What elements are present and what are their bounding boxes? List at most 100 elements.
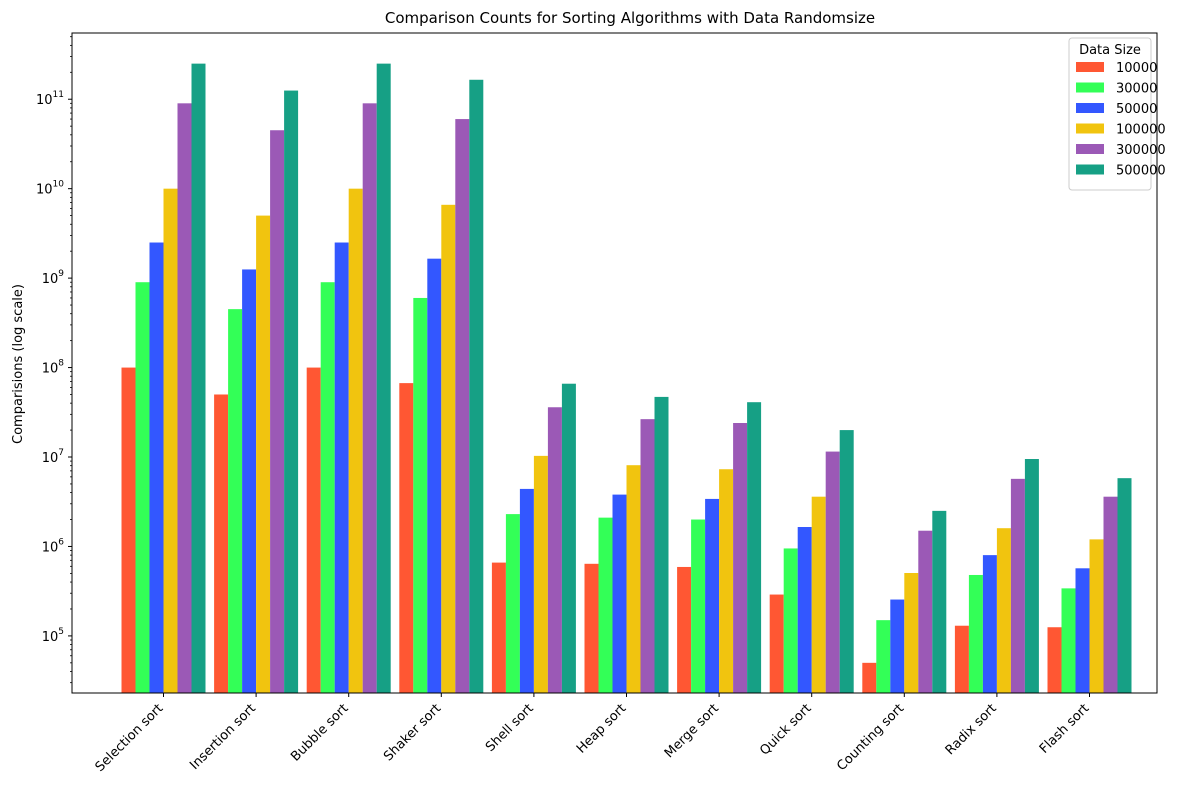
bar-insertion-sort-10000 xyxy=(214,394,229,693)
bar-insertion-sort-500000 xyxy=(284,90,299,693)
bar-shell-sort-30000 xyxy=(505,514,520,693)
bar-heap-sort-300000 xyxy=(640,419,655,693)
bar-shaker-sort-10000 xyxy=(399,383,414,693)
bar-shaker-sort-300000 xyxy=(455,119,470,693)
bar-radix-sort-300000 xyxy=(1010,478,1025,693)
x-tick-label: Quick sort xyxy=(757,701,814,758)
bar-insertion-sort-30000 xyxy=(228,309,243,693)
bar-shell-sort-100000 xyxy=(533,455,548,693)
x-tick-label: Bubble sort xyxy=(288,701,351,764)
legend-label-30000: 30000 xyxy=(1116,82,1157,97)
bar-flash-sort-10000 xyxy=(1047,627,1062,693)
bar-selection-sort-100000 xyxy=(163,188,178,694)
bar-counting-sort-300000 xyxy=(918,530,933,693)
y-tick-label: 1010 xyxy=(36,180,64,198)
bar-quick-sort-100000 xyxy=(811,496,826,693)
bar-merge-sort-500000 xyxy=(747,402,762,693)
legend-swatch-300000 xyxy=(1076,144,1104,154)
bar-quick-sort-300000 xyxy=(825,451,840,693)
legend-label-100000: 100000 xyxy=(1116,123,1166,138)
bar-bubble-sort-10000 xyxy=(306,367,321,693)
bar-shell-sort-300000 xyxy=(547,407,562,693)
legend-swatch-500000 xyxy=(1076,164,1104,175)
bar-shaker-sort-100000 xyxy=(441,204,456,693)
bar-heap-sort-10000 xyxy=(584,563,599,693)
bar-merge-sort-50000 xyxy=(705,498,720,693)
bar-merge-sort-30000 xyxy=(691,519,706,693)
bar-selection-sort-10000 xyxy=(121,367,136,693)
bar-flash-sort-100000 xyxy=(1089,539,1104,693)
bar-flash-sort-500000 xyxy=(1117,478,1132,693)
bar-bubble-sort-300000 xyxy=(362,103,377,693)
bar-quick-sort-10000 xyxy=(769,594,784,693)
bar-flash-sort-300000 xyxy=(1103,496,1118,693)
x-tick-label: Shell sort xyxy=(483,701,537,755)
bar-shaker-sort-500000 xyxy=(469,79,484,693)
bar-shaker-sort-50000 xyxy=(427,258,442,693)
bar-counting-sort-30000 xyxy=(876,620,891,693)
bar-radix-sort-50000 xyxy=(982,555,997,693)
bar-bubble-sort-100000 xyxy=(348,188,363,694)
legend-title: Data Size xyxy=(1079,43,1141,58)
bar-quick-sort-30000 xyxy=(783,548,798,693)
x-tick-label: Merge sort xyxy=(662,701,722,761)
y-tick-label: 107 xyxy=(42,448,64,466)
bar-selection-sort-500000 xyxy=(191,63,206,693)
y-axis-label: Comparisions (log scale) xyxy=(11,284,26,444)
legend-label-500000: 500000 xyxy=(1116,164,1166,179)
plot-frame xyxy=(71,32,1158,694)
bar-shaker-sort-30000 xyxy=(413,297,428,693)
legend-swatch-50000 xyxy=(1076,103,1104,113)
bar-shell-sort-10000 xyxy=(491,562,506,693)
bar-merge-sort-10000 xyxy=(677,566,692,693)
bar-flash-sort-30000 xyxy=(1061,588,1076,693)
x-tick-label: Radix sort xyxy=(943,701,1000,758)
bar-shell-sort-50000 xyxy=(519,488,534,693)
legend-swatch-100000 xyxy=(1076,123,1104,134)
x-tick-label: Selection sort xyxy=(93,701,167,775)
y-tick-label: 1011 xyxy=(36,90,64,108)
bar-bubble-sort-30000 xyxy=(320,282,335,693)
bars-layer xyxy=(121,63,1132,694)
bar-bubble-sort-50000 xyxy=(334,242,349,693)
bar-radix-sort-100000 xyxy=(996,528,1011,693)
bar-heap-sort-30000 xyxy=(598,517,613,693)
legend-label-50000: 50000 xyxy=(1116,102,1157,117)
bar-merge-sort-300000 xyxy=(733,423,748,693)
x-tick-label: Heap sort xyxy=(574,701,629,756)
bar-selection-sort-30000 xyxy=(135,282,150,693)
y-tick-label: 108 xyxy=(42,359,65,377)
y-tick-label: 106 xyxy=(42,537,65,555)
legend-label-10000: 10000 xyxy=(1116,61,1157,76)
bar-counting-sort-50000 xyxy=(890,599,905,693)
bar-bubble-sort-500000 xyxy=(376,63,391,693)
legend: Data Size 10000 30000 50000 100000 300000 500… xyxy=(1068,37,1166,191)
bar-selection-sort-300000 xyxy=(177,103,192,693)
bar-counting-sort-500000 xyxy=(932,510,947,693)
bar-radix-sort-500000 xyxy=(1024,459,1039,693)
legend-swatch-10000 xyxy=(1076,62,1104,72)
bar-counting-sort-10000 xyxy=(862,662,877,693)
y-tick-label: 105 xyxy=(42,627,64,645)
bar-insertion-sort-300000 xyxy=(270,130,285,694)
bar-insertion-sort-50000 xyxy=(242,269,257,693)
bar-heap-sort-500000 xyxy=(654,396,669,693)
bar-heap-sort-100000 xyxy=(626,465,641,693)
bar-flash-sort-50000 xyxy=(1075,568,1090,693)
x-tick-label: Flash sort xyxy=(1037,701,1092,756)
bar-radix-sort-30000 xyxy=(968,574,983,693)
bar-heap-sort-50000 xyxy=(612,494,627,693)
bar-merge-sort-100000 xyxy=(719,469,734,693)
bar-shell-sort-500000 xyxy=(561,383,576,693)
bar-selection-sort-50000 xyxy=(149,242,164,693)
x-tick-label: Shaker sort xyxy=(381,701,444,764)
y-tick-label: 109 xyxy=(42,269,65,287)
legend-label-300000: 300000 xyxy=(1116,143,1166,158)
x-tick-label: Insertion sort xyxy=(187,701,259,773)
bar-quick-sort-500000 xyxy=(839,430,854,693)
bar-insertion-sort-100000 xyxy=(256,215,271,693)
legend-swatch-30000 xyxy=(1076,82,1104,93)
chart-title: Comparison Counts for Sorting Algorithms… xyxy=(385,9,875,27)
x-tick-label: Counting sort xyxy=(834,701,907,774)
